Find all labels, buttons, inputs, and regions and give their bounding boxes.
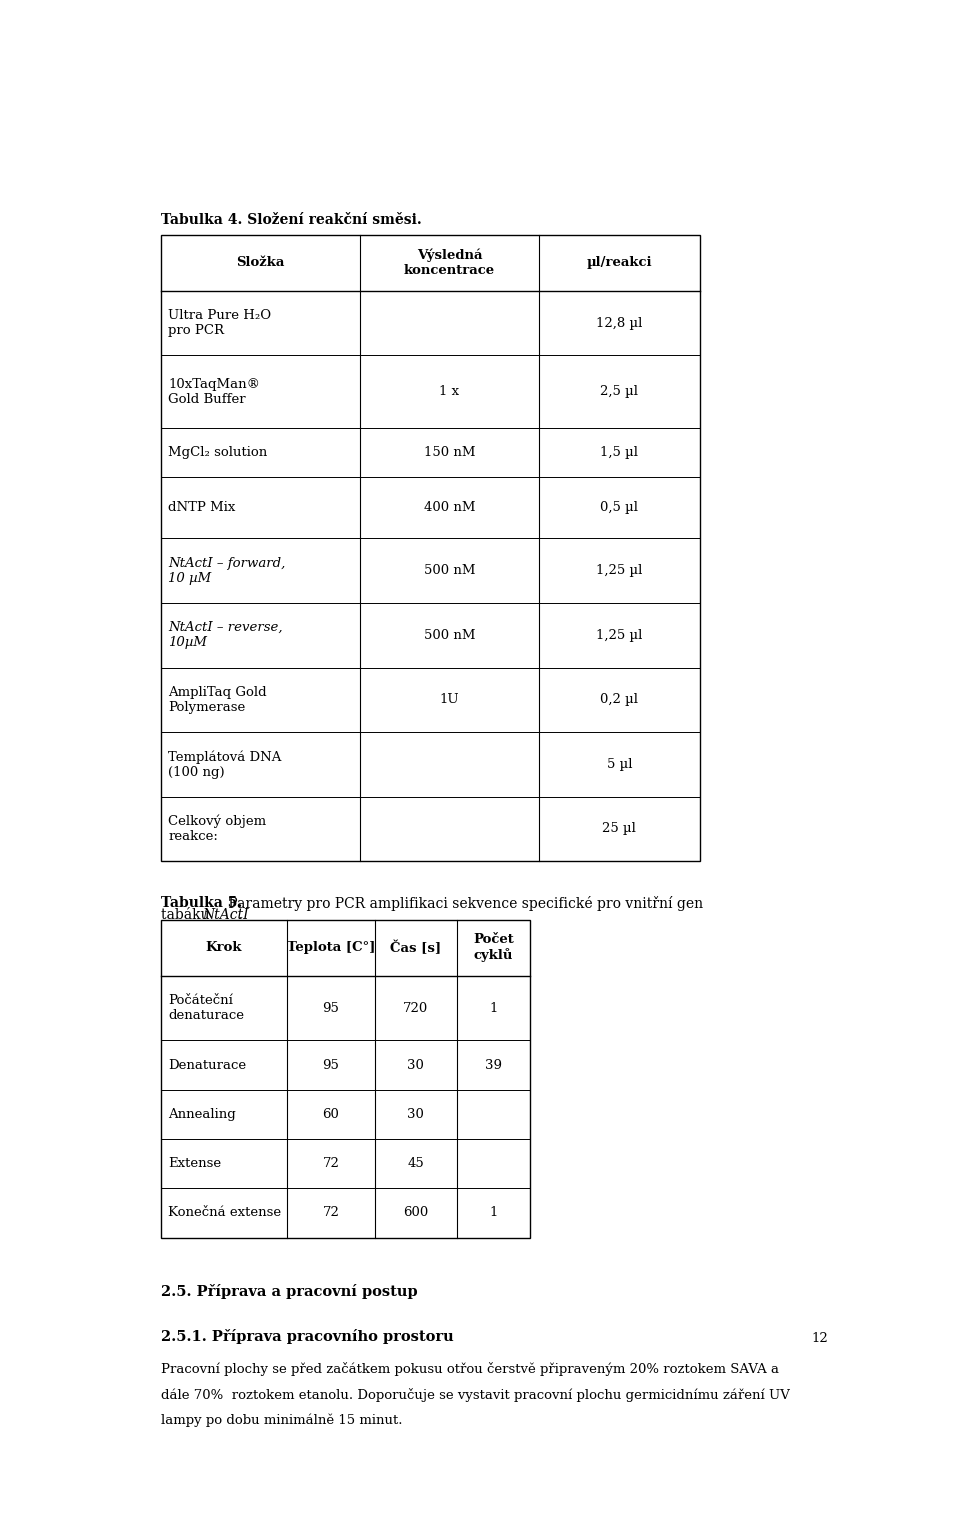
- Text: Čas [s]: Čas [s]: [391, 940, 442, 956]
- Text: 600: 600: [403, 1207, 428, 1219]
- Text: 39: 39: [485, 1059, 502, 1071]
- Text: Annealing: Annealing: [168, 1108, 236, 1120]
- Text: 12: 12: [811, 1332, 828, 1344]
- Text: 60: 60: [323, 1108, 339, 1120]
- Text: 95: 95: [323, 1059, 339, 1071]
- Text: NtActI – reverse,
10µM: NtActI – reverse, 10µM: [168, 622, 283, 649]
- Text: Parametry pro PCR amplifikaci sekvence specifické pro vnitřní gen: Parametry pro PCR amplifikaci sekvence s…: [224, 896, 703, 911]
- Text: 1U: 1U: [440, 693, 459, 706]
- Text: AmpliTaq Gold
Polymerase: AmpliTaq Gold Polymerase: [168, 686, 267, 713]
- Text: 1: 1: [490, 1001, 497, 1015]
- Text: 72: 72: [323, 1157, 339, 1170]
- Text: Výsledná
koncentrace: Výsledná koncentrace: [404, 248, 495, 277]
- Text: 0,2 µl: 0,2 µl: [600, 693, 638, 706]
- Text: 2.5.1. Příprava pracovního prostoru: 2.5.1. Příprava pracovního prostoru: [161, 1329, 454, 1344]
- Text: Teplota [C°]: Teplota [C°]: [287, 942, 375, 954]
- Text: lampy po dobu minimálně 15 minut.: lampy po dobu minimálně 15 minut.: [161, 1414, 402, 1426]
- Text: NtActI: NtActI: [202, 908, 249, 922]
- Text: 10xTaqMan®
Gold Buffer: 10xTaqMan® Gold Buffer: [168, 378, 260, 405]
- Text: tabáku: tabáku: [161, 908, 214, 922]
- Text: Templátová DNA
(100 ng): Templátová DNA (100 ng): [168, 750, 281, 779]
- Text: 0,5 µl: 0,5 µl: [600, 501, 638, 515]
- Text: Počáteční
denaturace: Počáteční denaturace: [168, 994, 245, 1023]
- Text: Počet
cyklů: Počet cyklů: [473, 933, 514, 962]
- Text: Konečná extense: Konečná extense: [168, 1207, 281, 1219]
- Text: MgCl₂ solution: MgCl₂ solution: [168, 447, 268, 459]
- Text: Tabulka 4. Složení reakční směsi.: Tabulka 4. Složení reakční směsi.: [161, 213, 421, 227]
- Text: 150 nM: 150 nM: [423, 447, 475, 459]
- Text: dále 70%  roztokem etanolu. Doporučuje se vystavit pracovní plochu germicidnímu : dále 70% roztokem etanolu. Doporučuje se…: [161, 1388, 790, 1402]
- Bar: [161, 919, 531, 1237]
- Text: 2,5 µl: 2,5 µl: [600, 386, 638, 398]
- Text: Tabulka 5.: Tabulka 5.: [161, 896, 242, 910]
- Text: 400 nM: 400 nM: [423, 501, 475, 515]
- Text: 45: 45: [407, 1157, 424, 1170]
- Text: Celkový objem
reakce:: Celkový objem reakce:: [168, 815, 267, 843]
- Text: 1: 1: [490, 1207, 497, 1219]
- Text: dNTP Mix: dNTP Mix: [168, 501, 236, 515]
- Text: 720: 720: [403, 1001, 428, 1015]
- Text: 12,8 µl: 12,8 µl: [596, 317, 642, 329]
- Text: 95: 95: [323, 1001, 339, 1015]
- Text: Ultra Pure H₂O
pro PCR: Ultra Pure H₂O pro PCR: [168, 309, 272, 337]
- Text: 1,25 µl: 1,25 µl: [596, 629, 642, 642]
- Text: Pracovní plochy se před začátkem pokusu otřou čerstvě připraveným 20% roztokem S: Pracovní plochy se před začátkem pokusu …: [161, 1362, 779, 1376]
- Text: 25 µl: 25 µl: [603, 823, 636, 835]
- Text: Denaturace: Denaturace: [168, 1059, 247, 1071]
- Text: 2.5. Příprava a pracovní postup: 2.5. Příprava a pracovní postup: [161, 1285, 418, 1300]
- Text: µl/reakci: µl/reakci: [587, 256, 652, 270]
- Text: 30: 30: [407, 1059, 424, 1071]
- Bar: [161, 235, 700, 861]
- Text: 30: 30: [407, 1108, 424, 1120]
- Text: Extense: Extense: [168, 1157, 222, 1170]
- Text: 72: 72: [323, 1207, 339, 1219]
- Text: 500 nM: 500 nM: [423, 629, 475, 642]
- Text: NtActI – forward,
10 µM: NtActI – forward, 10 µM: [168, 556, 286, 585]
- Text: 1,5 µl: 1,5 µl: [600, 447, 638, 459]
- Text: .: .: [238, 908, 242, 922]
- Text: 5 µl: 5 µl: [607, 757, 633, 771]
- Text: Složka: Složka: [236, 256, 285, 270]
- Text: 1 x: 1 x: [440, 386, 460, 398]
- Text: Krok: Krok: [205, 942, 242, 954]
- Text: 1,25 µl: 1,25 µl: [596, 564, 642, 578]
- Text: 500 nM: 500 nM: [423, 564, 475, 578]
